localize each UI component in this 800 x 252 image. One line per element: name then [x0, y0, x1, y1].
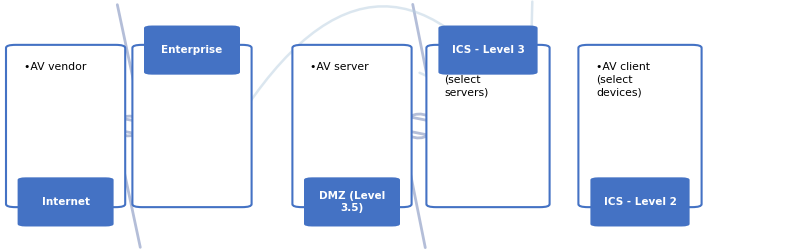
Text: •AV server: •AV server [150, 62, 209, 72]
FancyBboxPatch shape [426, 45, 550, 207]
FancyArrowPatch shape [235, 2, 532, 124]
FancyArrowPatch shape [318, 4, 436, 124]
FancyBboxPatch shape [293, 45, 411, 207]
FancyBboxPatch shape [438, 25, 538, 75]
FancyArrowPatch shape [402, 128, 519, 248]
Text: •AV client
(select
servers): •AV client (select servers) [444, 62, 498, 97]
FancyBboxPatch shape [144, 25, 240, 75]
FancyArrowPatch shape [115, 128, 234, 247]
Text: Enterprise: Enterprise [162, 45, 222, 55]
Text: •AV client
(select
devices): •AV client (select devices) [596, 62, 650, 97]
Text: •AV vendor: •AV vendor [24, 62, 86, 72]
Text: Internet: Internet [42, 197, 90, 207]
Text: DMZ (Level
3.5): DMZ (Level 3.5) [319, 191, 385, 213]
FancyBboxPatch shape [304, 177, 400, 227]
FancyArrowPatch shape [24, 5, 142, 124]
FancyBboxPatch shape [590, 177, 690, 227]
Text: •AV server: •AV server [310, 62, 369, 72]
Text: ICS - Level 3: ICS - Level 3 [451, 45, 525, 55]
FancyBboxPatch shape [18, 177, 114, 227]
Text: ICS - Level 2: ICS - Level 2 [603, 197, 677, 207]
FancyBboxPatch shape [6, 45, 125, 207]
FancyBboxPatch shape [578, 45, 702, 207]
FancyBboxPatch shape [132, 45, 251, 207]
